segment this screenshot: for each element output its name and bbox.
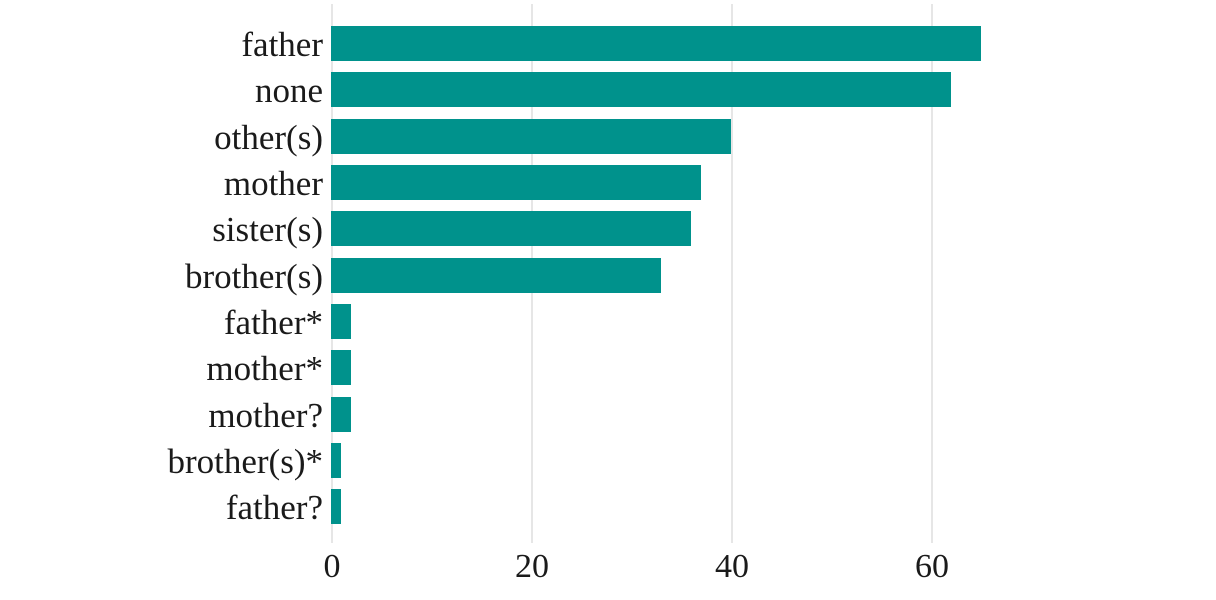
bar-row: brother(s) <box>0 256 1216 296</box>
bar-row: other(s) <box>0 117 1216 157</box>
gridline <box>731 4 733 543</box>
bar <box>331 442 341 478</box>
bar-row: father? <box>0 488 1216 528</box>
category-label: sister(s) <box>212 210 323 250</box>
bar-row: mother? <box>0 395 1216 435</box>
bar-row: brother(s)* <box>0 441 1216 481</box>
gridline <box>931 4 933 543</box>
bar-row: none <box>0 71 1216 111</box>
bar <box>331 489 341 525</box>
category-label: father* <box>223 302 323 342</box>
bar <box>331 303 351 339</box>
bar <box>331 26 981 61</box>
category-label: other(s) <box>214 117 323 157</box>
bar <box>331 350 351 386</box>
category-label: brother(s) <box>184 256 323 296</box>
x-tick-label: 40 <box>715 548 749 585</box>
x-tick-label: 0 <box>323 548 341 585</box>
bar-row: mother* <box>0 349 1216 389</box>
bar <box>331 257 661 293</box>
category-label: mother* <box>206 349 323 389</box>
bar-row: sister(s) <box>0 210 1216 250</box>
bar <box>331 211 691 247</box>
x-tick-label: 20 <box>515 548 549 585</box>
category-label: mother? <box>208 395 323 435</box>
bar <box>331 396 351 432</box>
bar-row: father <box>0 25 1216 64</box>
bar-row: father* <box>0 302 1216 342</box>
bar <box>331 118 731 154</box>
bar-row: mother <box>0 163 1216 203</box>
bar <box>331 72 951 108</box>
category-label: brother(s)* <box>167 441 323 481</box>
category-label: father? <box>225 488 323 528</box>
category-label: father <box>241 25 323 64</box>
bar <box>331 164 701 200</box>
category-label: none <box>254 71 323 111</box>
category-label: mother <box>223 163 323 203</box>
x-tick-label: 60 <box>915 548 949 585</box>
